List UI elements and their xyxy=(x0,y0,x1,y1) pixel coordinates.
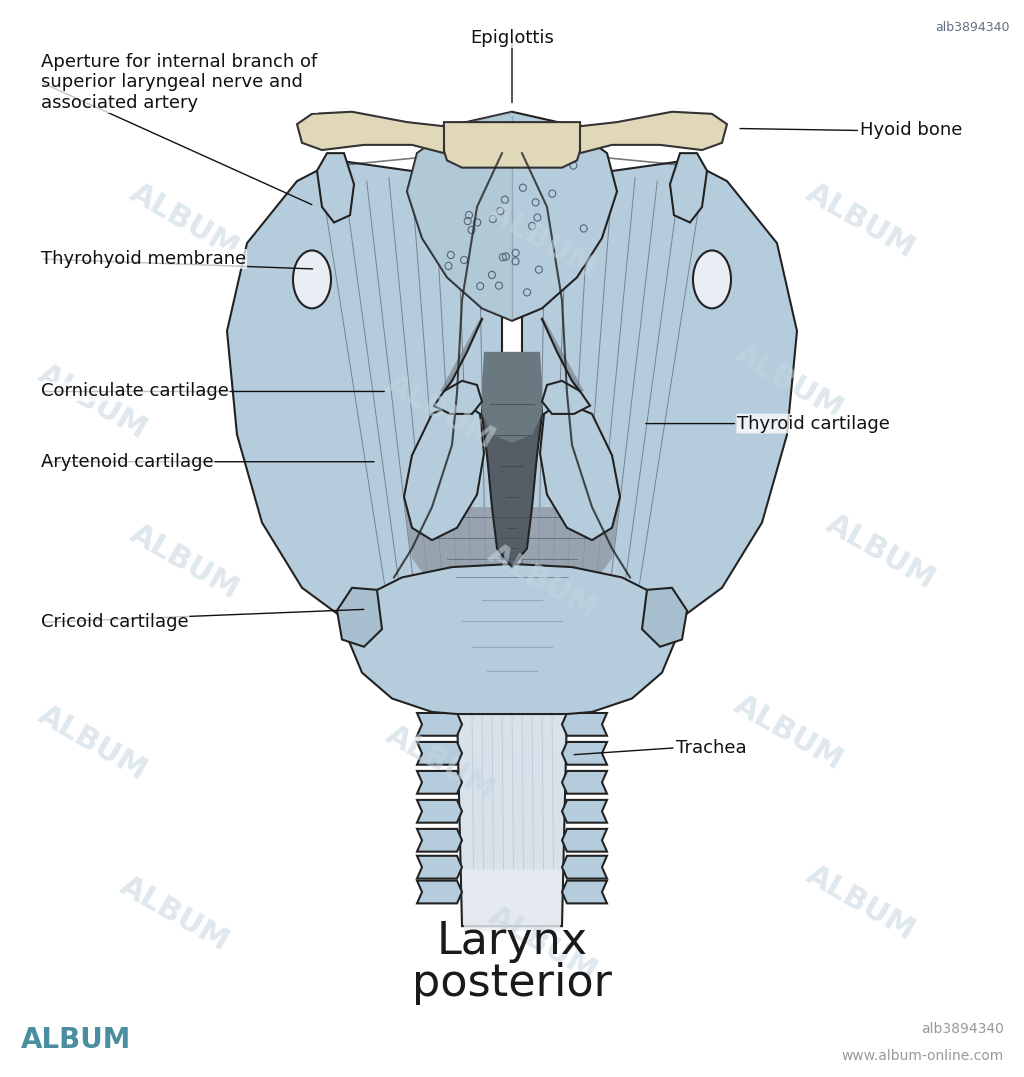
Polygon shape xyxy=(522,153,767,600)
Text: Thyroid cartilage: Thyroid cartilage xyxy=(737,415,890,433)
Polygon shape xyxy=(417,881,462,904)
Ellipse shape xyxy=(693,251,731,308)
Polygon shape xyxy=(417,742,462,765)
Polygon shape xyxy=(347,564,677,714)
Text: ALBUM: ALBUM xyxy=(33,700,152,785)
Text: ALBUM: ALBUM xyxy=(381,368,500,454)
Text: ALBUM: ALBUM xyxy=(20,1026,131,1054)
Text: Larynx: Larynx xyxy=(436,920,588,963)
Text: ALBUM: ALBUM xyxy=(125,519,244,605)
Polygon shape xyxy=(317,153,354,223)
Polygon shape xyxy=(297,112,444,153)
Polygon shape xyxy=(442,122,582,168)
Text: www.album-online.com: www.album-online.com xyxy=(842,1049,1004,1063)
Polygon shape xyxy=(462,869,562,932)
Text: Aperture for internal branch of
superior laryngeal nerve and
associated artery: Aperture for internal branch of superior… xyxy=(41,53,317,112)
Text: Hyoid bone: Hyoid bone xyxy=(860,122,963,140)
Text: ALBUM: ALBUM xyxy=(33,359,152,445)
Polygon shape xyxy=(407,112,617,321)
Text: Trachea: Trachea xyxy=(676,739,746,757)
Polygon shape xyxy=(417,829,462,852)
Text: Arytenoid cartilage: Arytenoid cartilage xyxy=(41,452,214,471)
Text: ALBUM: ALBUM xyxy=(125,178,244,264)
Text: ALBUM: ALBUM xyxy=(381,721,500,806)
Polygon shape xyxy=(642,588,687,647)
Text: Corniculate cartilage: Corniculate cartilage xyxy=(41,382,228,401)
Polygon shape xyxy=(434,381,482,414)
Polygon shape xyxy=(580,112,727,153)
Polygon shape xyxy=(540,402,620,541)
Text: ALBUM: ALBUM xyxy=(801,178,920,264)
Polygon shape xyxy=(407,112,512,321)
Polygon shape xyxy=(562,800,607,823)
Text: ALBUM: ALBUM xyxy=(115,870,233,956)
Polygon shape xyxy=(482,352,542,443)
Polygon shape xyxy=(562,771,607,794)
Polygon shape xyxy=(337,588,382,647)
Polygon shape xyxy=(562,881,607,904)
Text: alb3894340: alb3894340 xyxy=(936,20,1010,33)
Text: ALBUM: ALBUM xyxy=(483,198,602,283)
Polygon shape xyxy=(562,856,607,879)
Text: posterior: posterior xyxy=(412,962,612,1005)
Polygon shape xyxy=(540,319,584,391)
Text: ALBUM: ALBUM xyxy=(821,509,940,595)
Polygon shape xyxy=(562,829,607,852)
Polygon shape xyxy=(522,150,797,640)
Text: ALBUM: ALBUM xyxy=(801,861,920,947)
Polygon shape xyxy=(417,856,462,879)
Polygon shape xyxy=(457,709,567,926)
Polygon shape xyxy=(257,153,502,600)
Polygon shape xyxy=(482,383,542,568)
Polygon shape xyxy=(670,153,707,223)
Text: alb3894340: alb3894340 xyxy=(921,1022,1004,1036)
Polygon shape xyxy=(542,381,590,414)
Polygon shape xyxy=(440,319,484,391)
Polygon shape xyxy=(227,150,502,640)
Text: ALBUM: ALBUM xyxy=(729,690,848,775)
Ellipse shape xyxy=(293,251,331,308)
Polygon shape xyxy=(417,771,462,794)
Polygon shape xyxy=(417,800,462,823)
Polygon shape xyxy=(562,713,607,736)
Text: Cricoid cartilage: Cricoid cartilage xyxy=(41,613,188,631)
Text: Epiglottis: Epiglottis xyxy=(470,29,554,47)
Text: ALBUM: ALBUM xyxy=(483,540,602,625)
Text: ALBUM: ALBUM xyxy=(483,900,602,987)
Polygon shape xyxy=(404,402,484,541)
Polygon shape xyxy=(404,507,620,611)
Text: ALBUM: ALBUM xyxy=(729,338,848,424)
Polygon shape xyxy=(417,713,462,736)
Polygon shape xyxy=(562,742,607,765)
Text: Thyrohyoid membrane: Thyrohyoid membrane xyxy=(41,250,246,268)
